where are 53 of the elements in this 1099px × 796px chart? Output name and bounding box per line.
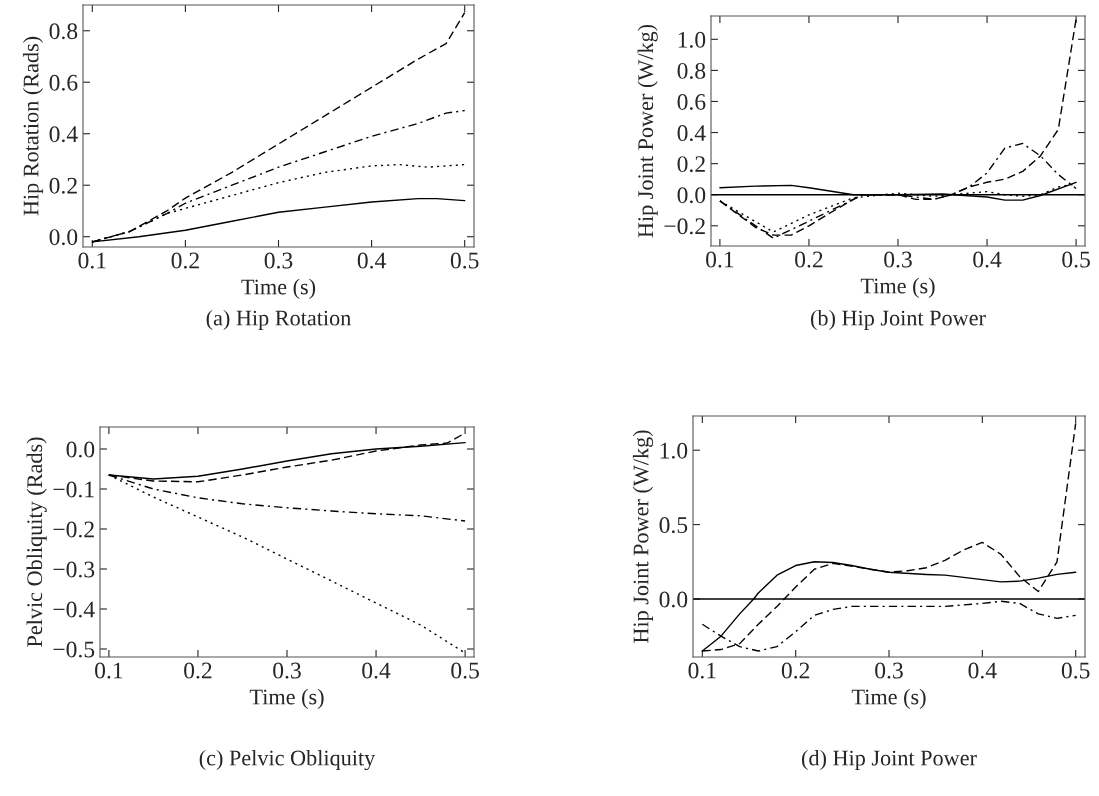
y-tick-label: 0.4 bbox=[49, 126, 78, 143]
x-tick-label: 0.1 bbox=[706, 251, 734, 268]
text: (a) Hip Rotation bbox=[206, 309, 351, 331]
y-tick-label: 0.2 bbox=[49, 177, 77, 194]
x-tick-label: 0.3 bbox=[875, 662, 903, 679]
x-axis-title: Time (s) bbox=[241, 278, 316, 299]
x-tick-label: 0.2 bbox=[171, 252, 199, 269]
x-tick-label: 0.4 bbox=[362, 662, 391, 679]
x-tick-label: 0.1 bbox=[688, 662, 716, 679]
x-tick-label: 0.4 bbox=[357, 252, 386, 269]
y-axis-title: Pelvic Obliquity (Rads) bbox=[26, 437, 47, 647]
x-tick-label: 0.5 bbox=[450, 252, 479, 269]
y-tick-label: 0.8 bbox=[49, 23, 78, 40]
text: (c) Pelvic Obliquity bbox=[199, 749, 376, 771]
y-tick-label: −0.3 bbox=[53, 561, 95, 578]
x-axis-title: Time (s) bbox=[851, 688, 926, 709]
y-axis-title: Hip Joint Power (W/kg) bbox=[637, 24, 658, 238]
y-tick-label: 1.0 bbox=[678, 31, 706, 48]
x-tick-label: 0.5 bbox=[1062, 251, 1090, 268]
y-axis-title: Hip Rotation (Rads) bbox=[22, 36, 44, 216]
y-tick-label: 0.0 bbox=[66, 441, 95, 458]
y-tick-label: 0.6 bbox=[677, 93, 706, 110]
x-tick-label: 0.5 bbox=[1061, 662, 1090, 679]
text: (b) Hip Joint Power bbox=[811, 309, 986, 331]
x-tick-label: 0.2 bbox=[184, 662, 212, 679]
y-tick-label: 1.0 bbox=[660, 442, 688, 459]
y-tick-label: −0.2 bbox=[664, 218, 705, 235]
y-tick-label: 0.0 bbox=[677, 187, 706, 204]
x-tick-label: 0.2 bbox=[781, 662, 810, 679]
x-tick-label: 0.3 bbox=[264, 252, 293, 269]
y-tick-label: 0.0 bbox=[49, 229, 78, 246]
y-tick-label: −0.4 bbox=[53, 601, 95, 618]
x-tick-label: 0.3 bbox=[273, 662, 301, 679]
x-tick-label: 0.4 bbox=[968, 662, 997, 679]
x-tick-label: 0.2 bbox=[795, 251, 823, 268]
y-tick-label: 0.8 bbox=[677, 62, 706, 79]
x-tick-label: 0.3 bbox=[884, 251, 912, 268]
x-tick-label: 0.1 bbox=[95, 662, 123, 679]
y-tick-label: 0.5 bbox=[659, 517, 688, 534]
y-tick-label: 0.0 bbox=[659, 591, 688, 608]
x-axis-title: Time (s) bbox=[249, 688, 324, 709]
y-tick-label: 0.2 bbox=[677, 156, 705, 173]
x-tick-label: 0.4 bbox=[973, 251, 1002, 268]
text: (d) Hip Joint Power bbox=[802, 749, 977, 771]
y-axis-title: Hip Joint Power (W/kg) bbox=[632, 430, 654, 643]
x-tick-label: 0.1 bbox=[78, 252, 106, 269]
y-tick-label: 0.6 bbox=[49, 74, 78, 91]
y-tick-label: −0.2 bbox=[53, 521, 94, 538]
y-tick-label: −0.5 bbox=[53, 641, 95, 658]
x-tick-label: 0.5 bbox=[451, 662, 479, 679]
y-tick-label: 0.4 bbox=[677, 125, 706, 142]
y-tick-label: −0.1 bbox=[53, 481, 94, 498]
x-axis-title: Time (s) bbox=[860, 277, 935, 298]
